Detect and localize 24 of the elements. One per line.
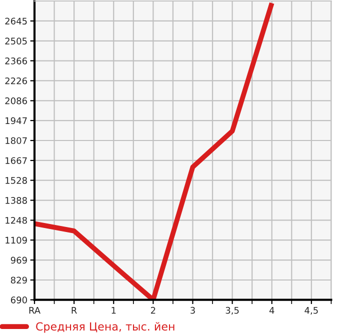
x-tick-label: 3,5 <box>226 306 239 315</box>
y-tick-label: 1528 <box>6 177 27 184</box>
y-tick-label: 1388 <box>6 196 27 204</box>
y-tick-label: 1807 <box>6 137 27 144</box>
y-tick-label: 1109 <box>6 236 27 244</box>
x-tick-label: 2 <box>150 306 156 314</box>
x-tick-label: R <box>72 307 77 314</box>
y-tick-label: 2366 <box>5 58 27 64</box>
y-tick-label: 2226 <box>5 77 27 84</box>
x-tick-label: 4,5 <box>304 307 318 315</box>
y-tick-label: 2645 <box>5 18 27 25</box>
y-tick-label: 829 <box>10 276 27 284</box>
y-tick-label: 690 <box>10 296 27 304</box>
y-tick-label: 1947 <box>6 117 27 124</box>
y-tick-label: 1667 <box>6 157 27 164</box>
x-tick-label: 1 <box>112 307 116 314</box>
y-tick-label: 2086 <box>5 97 27 104</box>
legend-label: Средняя Цена, тыс. йен <box>36 322 174 333</box>
x-tick-label: 3 <box>190 306 195 314</box>
x-tick-label: 4 <box>269 307 274 314</box>
y-tick-label: 969 <box>10 256 27 264</box>
y-tick-label: 1248 <box>6 216 27 224</box>
x-tick-label: RA <box>29 307 40 314</box>
y-tick-label: 2505 <box>5 38 27 44</box>
